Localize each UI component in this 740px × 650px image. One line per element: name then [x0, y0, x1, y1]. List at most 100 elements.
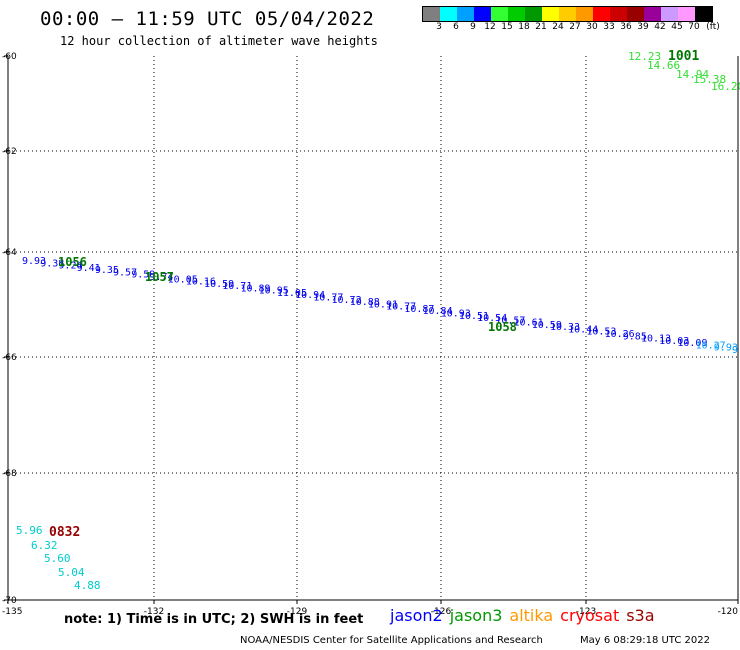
colorbar-swatch [627, 7, 644, 21]
track-time-label: 1058 [488, 320, 517, 334]
swh-value: 10.57 [495, 315, 525, 326]
colorbar-swatch [559, 7, 576, 21]
swh-value: 9.93 [714, 343, 738, 354]
map-title: 00:00 – 11:59 UTC 05/04/2022 [40, 8, 375, 30]
swh-value: 10.33 [550, 322, 580, 333]
swh-value: 14.66 [647, 59, 680, 72]
map-subtitle: 12 hour collection of altimeter wave hei… [60, 34, 378, 48]
jason2-track: 9.939.389.249.419.359.579.599.7410.0510.… [22, 255, 740, 356]
legend-item-altika: altika [509, 606, 554, 625]
colorbar-swatch [423, 7, 440, 21]
note-text: note: 1) Time is in UTC; 2) SWH is in fe… [64, 612, 364, 627]
legend-item-s3a: s3a [626, 606, 655, 625]
track-time-label: 1001 [668, 49, 699, 64]
colorbar-swatch [610, 7, 627, 21]
swh-value: 10.59 [204, 279, 234, 290]
colorbar-swatch [593, 7, 610, 21]
swh-value: 10.93 [441, 308, 471, 319]
swh-value: 10.89 [240, 283, 270, 294]
swh-value: 15.38 [693, 73, 726, 86]
swh-value: 10.44 [568, 324, 598, 335]
x-tick-label: -135 [2, 607, 22, 617]
swh-value: 10.05 [168, 274, 198, 285]
y-tick-label: -62 [2, 147, 17, 157]
swh-value: 9.93 [22, 256, 46, 267]
swh-value: 11.05 [277, 288, 307, 299]
colorbar-label: 39 [637, 22, 649, 32]
x-tick-label: -120 [718, 607, 739, 617]
swh-value: 5.60 [44, 552, 71, 565]
swh-value: 10.16 [186, 277, 216, 288]
colorbar-label: 30 [586, 22, 598, 32]
colorbar-label: 24 [552, 22, 564, 32]
swh-value: 9.95 [732, 345, 740, 356]
colorbar-label: 18 [518, 22, 530, 32]
x-tick-label: -129 [287, 607, 308, 617]
y-tick-label: -66 [2, 353, 17, 363]
map-grid [8, 56, 738, 600]
colorbar-swatch [508, 7, 525, 21]
swh-value: 9.35 [95, 265, 119, 276]
swh-value: 10.13 [641, 334, 671, 345]
colorbar-swatch [576, 7, 593, 21]
colorbar-swatch [661, 7, 678, 21]
colorbar-swatch [542, 7, 559, 21]
swh-colorbar [422, 6, 713, 22]
swh-value: 10.95 [259, 286, 289, 297]
swh-value: 10.26 [605, 329, 635, 340]
swh-value: 10.91 [368, 299, 398, 310]
swh-value: 4.88 [74, 579, 101, 592]
swh-value: 10.53 [586, 327, 616, 338]
credit-text: NOAA/NESDIS Center for Satellite Applica… [240, 635, 543, 646]
colorbar-label: 12 [484, 22, 496, 32]
swh-value: 10.77 [313, 293, 343, 304]
swh-value: 10.51 [459, 311, 489, 322]
colorbar-swatch [474, 7, 491, 21]
colorbar-swatch [678, 7, 695, 21]
swh-value: 10.88 [350, 297, 380, 308]
colorbar-label: (ft) [706, 22, 720, 32]
y-tick-label: -68 [2, 469, 17, 479]
colorbar-swatch [695, 7, 712, 21]
longitude-ticks: -135 -132 -129 -126 -123 -120 [2, 600, 739, 617]
swh-value: 16.20 [711, 80, 740, 93]
y-tick-label: -60 [2, 52, 17, 62]
colorbar-label: 45 [671, 22, 683, 32]
swh-value: 10.61 [514, 318, 544, 329]
swh-value: 9.57 [113, 267, 137, 278]
swh-value: 9.74 [149, 272, 173, 283]
swh-value: 5.04 [58, 566, 85, 579]
colorbar-label: 9 [470, 22, 476, 32]
colorbar-label: 21 [535, 22, 547, 32]
swh-value: 9.59 [131, 270, 155, 281]
colorbar-label: 3 [436, 22, 442, 32]
swh-value: 10.71 [222, 281, 252, 292]
swh-value: 9.24 [58, 261, 82, 272]
legend-item-jason2: jason2 [390, 606, 443, 625]
colorbar-swatch [457, 7, 474, 21]
swh-value: 9.41 [77, 263, 101, 274]
swh-value: 10.09 [677, 338, 707, 349]
swh-value: 10.72 [331, 295, 361, 306]
colorbar-label: 33 [603, 22, 615, 32]
y-tick-label: -70 [2, 596, 17, 606]
track-time-label: 0832 [49, 525, 80, 540]
swh-value: 10.94 [295, 290, 325, 301]
colorbar-label: 70 [688, 22, 700, 32]
satellite-legend: jason2 jason3 altika cryosat s3a [390, 606, 662, 625]
swh-value: 10.77 [386, 302, 416, 313]
swh-value: 10.27 [696, 340, 726, 351]
swh-value: 10.87 [404, 304, 434, 315]
swh-value: 9.38 [40, 258, 64, 269]
colorbar-label: 27 [569, 22, 581, 32]
x-tick-label: -126 [431, 607, 452, 617]
colorbar-swatch [644, 7, 661, 21]
colorbar-swatch [525, 7, 542, 21]
map-frame [7, 56, 739, 601]
track-time-label: 1057 [145, 270, 174, 284]
colorbar-swatch [491, 7, 508, 21]
legend-item-cryosat: cryosat [560, 606, 620, 625]
